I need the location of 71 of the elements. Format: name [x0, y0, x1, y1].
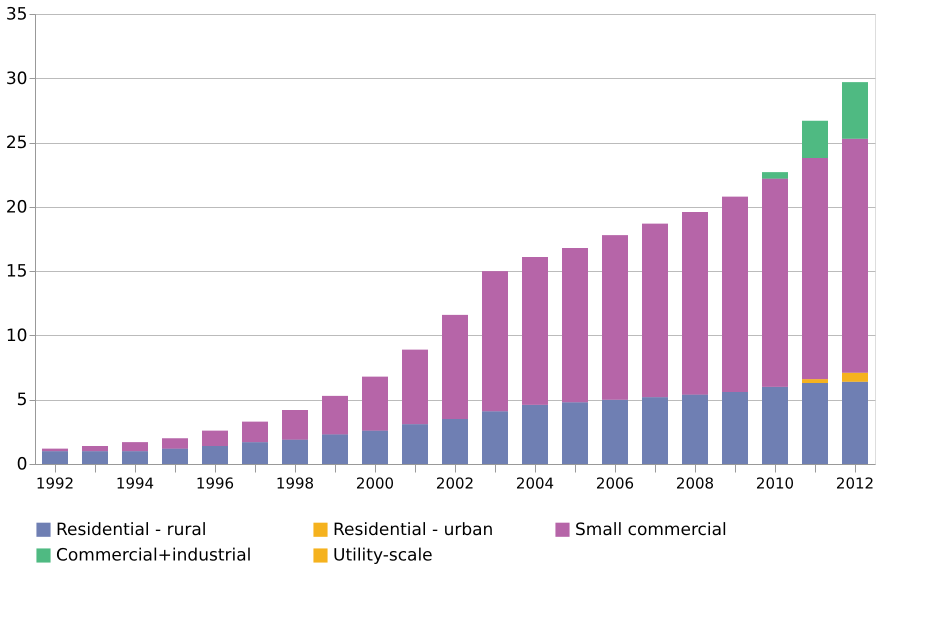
bar [122, 442, 148, 452]
bar [402, 424, 428, 464]
bar [202, 430, 228, 446]
y-tick-label: 0 [16, 454, 28, 474]
bar [642, 224, 668, 398]
legend-label: Residential - urban [333, 520, 494, 540]
bar [602, 400, 628, 464]
bar [442, 419, 468, 464]
x-tick-label: 2002 [436, 474, 474, 492]
bar [522, 257, 548, 405]
bar [562, 402, 588, 464]
bar [802, 120, 828, 158]
bar [482, 411, 508, 464]
bar [322, 434, 348, 464]
x-tick-label: 2006 [596, 474, 634, 492]
bar [242, 442, 268, 464]
y-tick-label: 30 [6, 68, 28, 89]
x-tick-label: 2010 [756, 474, 794, 492]
bar [522, 404, 548, 464]
bar [282, 410, 308, 440]
legend-label: Commercial+industrial [56, 546, 252, 566]
bar [82, 451, 108, 464]
bar [722, 392, 748, 464]
bar [122, 451, 148, 464]
legend-label: Residential - rural [56, 520, 206, 540]
y-tick-label: 15 [6, 262, 28, 282]
bar [482, 271, 508, 412]
bar [682, 212, 708, 395]
bar [762, 178, 788, 387]
x-tick-label: 1994 [116, 474, 154, 492]
bar [842, 372, 868, 382]
bar [562, 248, 588, 402]
bar [762, 172, 788, 179]
legend-label: Utility-scale [333, 546, 433, 566]
y-tick-label: 25 [6, 133, 28, 154]
bar [282, 440, 308, 464]
bar [162, 438, 188, 449]
bar [842, 138, 868, 373]
bar [642, 397, 668, 464]
x-tick-label: 2012 [836, 474, 874, 492]
y-tick-label: 10 [6, 326, 28, 346]
x-tick-label: 2000 [356, 474, 394, 492]
x-tick-label: 1996 [196, 474, 234, 492]
bar [42, 448, 68, 452]
bar [362, 430, 388, 464]
y-tick-label: 5 [16, 390, 28, 410]
x-tick-label: 2008 [676, 474, 714, 492]
bar [242, 422, 268, 442]
bar [202, 446, 228, 464]
legend-label: Small commercial [575, 520, 727, 540]
x-tick-label: 1992 [36, 474, 74, 492]
bar [802, 383, 828, 464]
bar [442, 314, 468, 419]
bar [82, 446, 108, 452]
bar [842, 82, 868, 139]
bar [842, 382, 868, 464]
x-tick-label: 1998 [276, 474, 314, 492]
y-tick-label: 35 [6, 4, 28, 24]
bar [322, 396, 348, 434]
x-tick-label: 2004 [516, 474, 554, 492]
bar [362, 376, 388, 431]
bar [162, 448, 188, 464]
bar [722, 196, 748, 392]
bar [402, 350, 428, 424]
bar [762, 386, 788, 464]
bar [682, 394, 708, 464]
bar [602, 235, 628, 400]
y-tick-label: 20 [6, 197, 28, 218]
bar [42, 451, 68, 464]
bar [802, 379, 828, 383]
bar [802, 158, 828, 380]
